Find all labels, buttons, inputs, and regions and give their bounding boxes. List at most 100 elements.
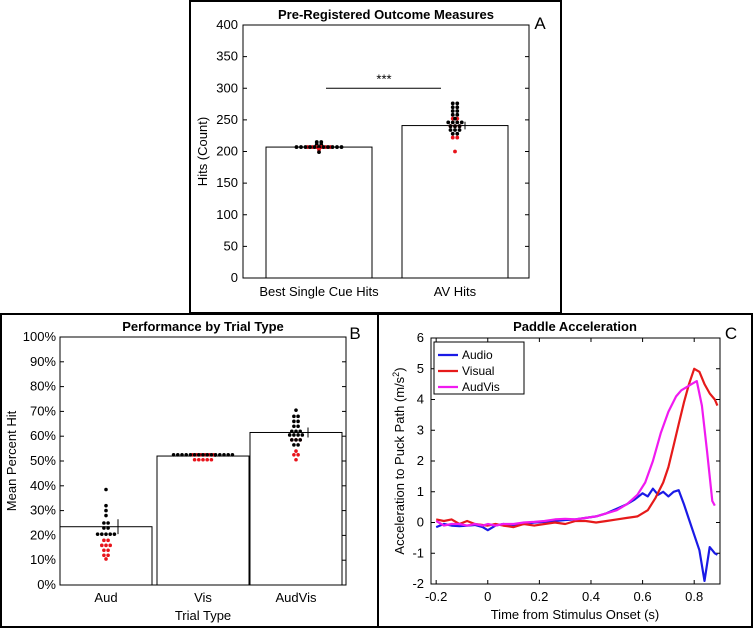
data-point <box>312 145 317 149</box>
y-axis-label-superscript: 2 <box>391 372 401 377</box>
data-point <box>290 429 294 434</box>
data-point <box>448 124 453 129</box>
data-point <box>213 453 218 457</box>
data-point <box>100 532 104 536</box>
data-point <box>108 532 112 536</box>
data-point <box>230 453 235 457</box>
data-point <box>102 521 106 525</box>
data-point <box>292 433 296 437</box>
data-point <box>209 457 214 462</box>
bar <box>59 526 153 586</box>
data-point <box>226 453 230 457</box>
x-axis-label: Time from Stimulus Onset (s) <box>491 607 660 622</box>
data-point <box>450 120 455 125</box>
data-point <box>335 145 339 149</box>
data-point <box>296 414 300 419</box>
data-point <box>201 453 205 457</box>
data-point <box>176 453 180 457</box>
x-tick-label: -0.2 <box>425 589 447 604</box>
data-point <box>222 453 226 457</box>
legend-box <box>433 341 525 395</box>
x-axis-label: Trial Type <box>175 608 231 623</box>
legend: Audio Visual AudVis <box>433 341 525 395</box>
data-point <box>294 438 298 442</box>
y-tick-label: 250 <box>216 112 238 127</box>
x-tick-label: AV Hits <box>434 284 477 299</box>
y-tick-label: 10% <box>30 552 56 567</box>
y-tick-label: 60% <box>30 428 56 443</box>
data-point <box>104 513 108 518</box>
x-tick-label: 0.8 <box>685 589 703 604</box>
y-tick-label: 300 <box>216 80 238 95</box>
y-tick-label: 3 <box>417 422 424 437</box>
x-tick-label: 0 <box>484 589 491 604</box>
data-point <box>450 112 455 117</box>
data-point <box>453 149 457 154</box>
data-point <box>298 429 303 434</box>
y-tick-label: 400 <box>216 17 238 32</box>
y-tick-label: 200 <box>216 144 238 159</box>
y-tick-label: 50 <box>224 238 238 253</box>
data-point <box>201 457 205 462</box>
y-tick-label: 4 <box>417 392 424 407</box>
data-point <box>330 145 335 149</box>
data-point <box>326 145 330 149</box>
data-point <box>106 538 110 543</box>
data-point <box>294 408 298 412</box>
chart-title: Pre-Registered Outcome Measures <box>278 7 494 22</box>
data-point <box>104 503 108 508</box>
panel-c-frame <box>377 313 753 628</box>
data-point <box>321 145 326 149</box>
y-tick-label: 100% <box>23 329 57 344</box>
panel-letter: B <box>349 324 360 343</box>
data-point <box>455 120 460 125</box>
data-point <box>457 128 462 132</box>
data-point <box>339 145 344 149</box>
panel-b-chart: 0%10%20%30%40%50%60%70%80%90%100%Aud Vis A… <box>4 319 361 623</box>
data-point <box>453 124 457 129</box>
bar <box>249 431 343 586</box>
panel-a-chart: 0 50 100 150 200 250 300 350 400 Best Single Cue … <box>195 7 546 299</box>
data-point <box>453 128 457 132</box>
chart-title: Performance by Trial Type <box>122 319 284 334</box>
y-axis-label: Mean Percent Hit <box>4 410 19 511</box>
data-point <box>205 457 209 462</box>
bar <box>265 146 373 279</box>
y-tick-label: 5 <box>417 361 424 376</box>
data-point <box>292 414 296 419</box>
y-tick-label: 150 <box>216 175 238 190</box>
data-point <box>292 453 296 457</box>
significance-label: *** <box>376 71 391 86</box>
y-tick-label: 1 <box>417 484 424 499</box>
y-tick-label: -2 <box>412 576 424 591</box>
data-point <box>450 105 455 110</box>
legend-label: AudVis <box>462 380 500 394</box>
data-point <box>287 433 292 437</box>
data-point <box>180 453 184 457</box>
data-point <box>100 543 104 548</box>
data-point <box>317 150 321 155</box>
data-point <box>171 453 176 457</box>
data-point <box>112 532 117 536</box>
data-point <box>108 543 112 548</box>
data-point <box>450 109 455 113</box>
data-point <box>104 543 108 548</box>
data-point <box>455 109 460 113</box>
data-point <box>455 131 460 136</box>
y-tick-label: 100 <box>216 207 238 222</box>
data-point <box>303 145 308 149</box>
data-point <box>218 453 222 457</box>
data-point <box>457 124 462 129</box>
data-point <box>453 116 457 121</box>
data-point <box>294 429 298 434</box>
x-tick-label: Vis <box>194 590 212 605</box>
data-point <box>184 453 188 457</box>
y-tick-label: 350 <box>216 49 238 64</box>
data-point <box>459 120 464 125</box>
y-tick-label: 0 <box>417 515 424 530</box>
y-axis-label: Acceleration to Puck Path (m/s2) <box>391 367 407 554</box>
data-point <box>455 105 460 110</box>
y-tick-label: 50% <box>30 453 56 468</box>
x-tick-label: Best Single Cue Hits <box>259 284 379 299</box>
